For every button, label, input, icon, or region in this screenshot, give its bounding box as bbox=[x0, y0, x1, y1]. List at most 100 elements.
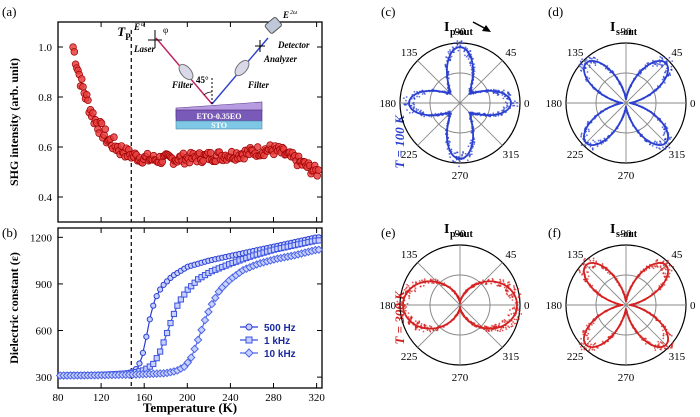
x-tick-label: 80 bbox=[53, 392, 65, 404]
panel-label-e: (e) bbox=[381, 225, 395, 240]
polar-data-point bbox=[668, 264, 671, 267]
angle-label: 0 bbox=[524, 98, 530, 110]
polar-data-point bbox=[579, 65, 582, 68]
polar-data-point bbox=[658, 63, 661, 66]
polar-data-point bbox=[447, 72, 450, 75]
polar-data-point bbox=[501, 329, 504, 332]
polar-data-point bbox=[592, 56, 595, 59]
phi-label: φ bbox=[163, 25, 168, 35]
y-tick-label: 0.8 bbox=[38, 92, 52, 104]
x-tick-label: 240 bbox=[222, 392, 239, 404]
polar-data-point bbox=[586, 71, 589, 73]
series-marker bbox=[136, 360, 143, 367]
polar-data-point bbox=[513, 286, 516, 289]
polar-data-point bbox=[473, 70, 476, 73]
polar-data-point bbox=[651, 65, 654, 67]
polar-data-point bbox=[656, 266, 659, 268]
polar-data-point bbox=[406, 286, 408, 289]
series-marker bbox=[200, 315, 210, 325]
series-marker bbox=[197, 325, 206, 335]
polar-data-point bbox=[426, 329, 429, 332]
series-marker bbox=[177, 296, 184, 303]
polar-data-point bbox=[514, 100, 516, 103]
polar-data-point bbox=[492, 112, 495, 115]
polar-data-point bbox=[513, 318, 516, 321]
polar-data-point bbox=[609, 71, 611, 74]
angle-label: 90 bbox=[455, 228, 467, 240]
polar-data-point bbox=[431, 282, 433, 284]
filter-out-label: Filter bbox=[247, 80, 269, 90]
polar-data-point bbox=[579, 271, 581, 274]
polar-data-point bbox=[586, 334, 588, 337]
polar-data-point bbox=[458, 156, 461, 159]
polar-data-point bbox=[453, 42, 456, 45]
polar-data-point bbox=[659, 61, 661, 64]
polar-data-point bbox=[456, 151, 458, 154]
polar-data-point bbox=[417, 108, 420, 111]
series-marker bbox=[167, 319, 174, 327]
polar-data-point bbox=[504, 326, 507, 329]
polar-data-point bbox=[418, 280, 421, 282]
polar-data-point bbox=[601, 340, 604, 343]
series-marker bbox=[193, 335, 203, 345]
polar-data-point bbox=[400, 301, 403, 303]
polar-data-point bbox=[588, 348, 591, 351]
polar-data-point bbox=[416, 322, 419, 325]
polar-data-point bbox=[668, 268, 671, 271]
polar-data-point bbox=[490, 329, 493, 332]
polar-data-point bbox=[470, 139, 473, 142]
polar-data-point bbox=[511, 295, 513, 298]
polar-data-point bbox=[450, 113, 453, 116]
polar-data-point bbox=[494, 323, 497, 326]
polar-data-point bbox=[515, 318, 518, 321]
polar-data-point bbox=[583, 259, 585, 261]
polar-data-point bbox=[466, 159, 469, 162]
polar-data-point bbox=[418, 321, 421, 323]
angle-label: 135 bbox=[567, 47, 584, 59]
series-marker bbox=[157, 286, 164, 293]
polar-data-point bbox=[580, 348, 583, 351]
polar-data-point bbox=[498, 324, 500, 327]
polar-data-point bbox=[485, 282, 488, 285]
polar-data-point bbox=[592, 257, 595, 260]
polar-data-point bbox=[501, 94, 504, 96]
polar-data-point bbox=[672, 266, 675, 268]
polar-data-point bbox=[447, 110, 450, 113]
data-point bbox=[101, 125, 110, 133]
polar-plot-f: 90 45 0 315 270 225 180 135 I s-out bbox=[546, 222, 697, 384]
polar-data-point bbox=[468, 155, 471, 158]
e-2omega-label: E bbox=[282, 10, 289, 20]
polar-data-point bbox=[497, 284, 500, 286]
angle-label: 225 bbox=[401, 149, 418, 161]
polar-data-point bbox=[581, 58, 583, 61]
polar-data-point bbox=[424, 93, 426, 95]
polar-data-point bbox=[603, 137, 606, 140]
polar-data-point bbox=[465, 55, 468, 58]
filter-lens-out bbox=[234, 59, 250, 77]
y-tick-label: 600 bbox=[36, 326, 53, 338]
polar-data-point bbox=[410, 290, 413, 293]
polar-data-point bbox=[659, 140, 662, 143]
data-point bbox=[110, 133, 118, 141]
polar-data-point bbox=[400, 304, 402, 307]
polar-data-point bbox=[659, 266, 662, 269]
polar-data-point bbox=[664, 122, 667, 125]
polar-data-point bbox=[416, 95, 418, 98]
polar-data-point bbox=[665, 345, 668, 348]
polar-title-sub: s-out bbox=[616, 27, 638, 38]
polar-data-point bbox=[662, 148, 665, 151]
polar-data-point bbox=[660, 63, 662, 66]
series-marker bbox=[188, 283, 195, 290]
polar-data-point bbox=[669, 346, 672, 349]
polar-title-sub: p-out bbox=[450, 229, 473, 240]
legend-label: 10 kHz bbox=[264, 349, 296, 360]
polar-data-point bbox=[602, 267, 605, 270]
polar-data-point bbox=[422, 284, 425, 287]
polar-data-point bbox=[473, 63, 475, 66]
polar-data-point bbox=[579, 69, 582, 72]
polar-data-point bbox=[490, 282, 493, 285]
polar-data-point bbox=[432, 282, 435, 285]
polar-data-point bbox=[419, 111, 422, 114]
plot-frame bbox=[57, 227, 323, 389]
x-tick-label: 280 bbox=[265, 392, 282, 404]
